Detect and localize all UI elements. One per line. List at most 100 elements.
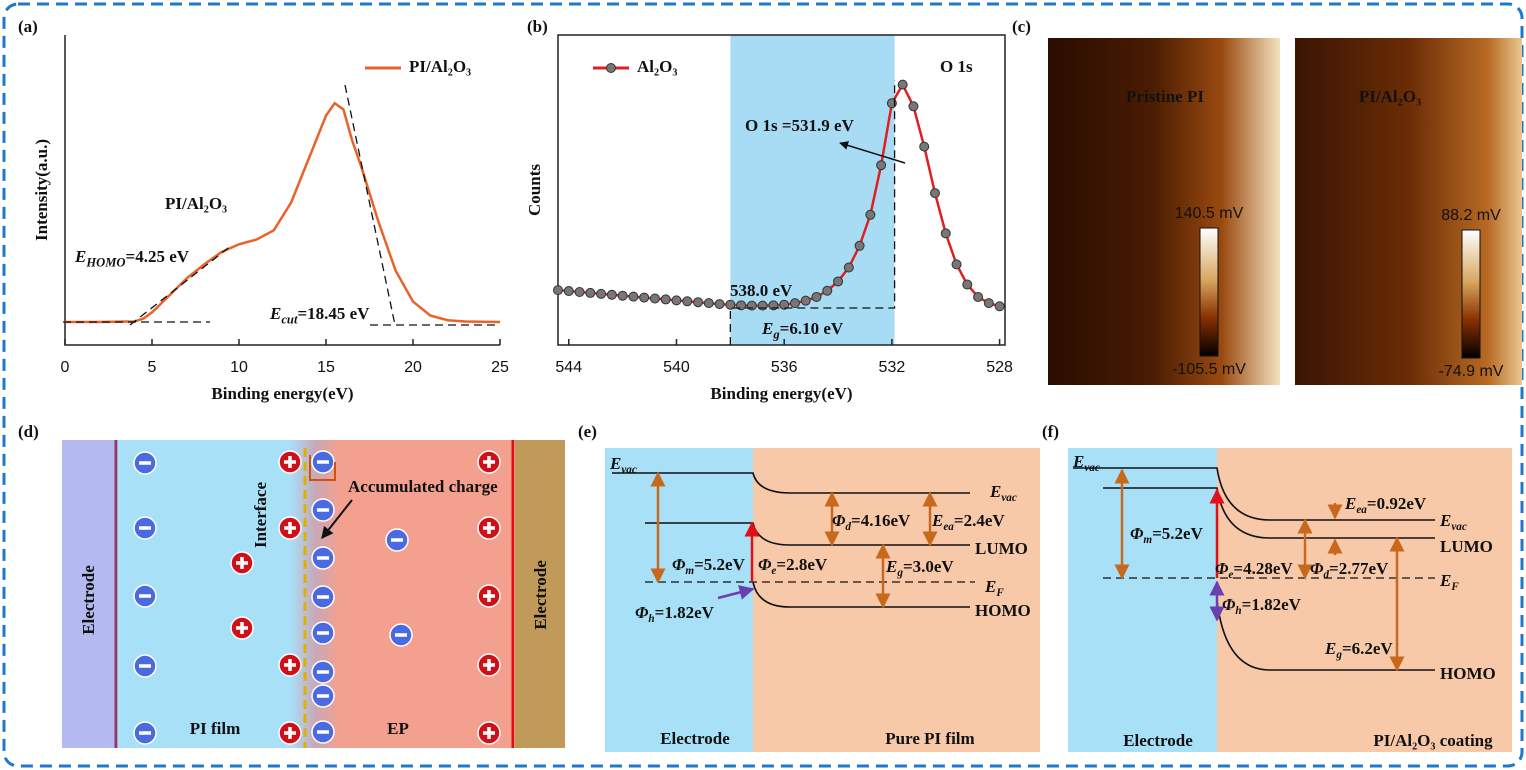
panel-label: (d) — [18, 422, 39, 441]
x-tick-label: 532 — [879, 359, 906, 376]
plus-sign — [236, 557, 248, 569]
label: Eea=0.92eV — [1344, 494, 1427, 515]
region-label: Pure PI film — [885, 729, 974, 748]
matrix-label: EP — [387, 719, 409, 738]
pointer — [839, 141, 906, 164]
region — [515, 440, 565, 748]
label-sub: d — [1323, 568, 1329, 580]
x-tick-label: 10 — [230, 359, 248, 376]
interface-label: Interface — [251, 482, 270, 549]
data-point — [693, 297, 704, 308]
label-main: Φ — [1222, 595, 1236, 614]
label-main: Φ — [1130, 524, 1144, 543]
label-main: Φ — [758, 555, 772, 574]
label-main: E — [1344, 494, 1356, 513]
label: Φm=5.2eV — [672, 555, 746, 576]
label: Eg=6.2eV — [1324, 639, 1393, 660]
label-sub: g — [772, 327, 779, 341]
span — [730, 35, 895, 345]
data-point — [671, 295, 682, 306]
band-line — [612, 472, 970, 494]
data-point — [951, 259, 962, 270]
label-rest: =6.10 eV — [780, 319, 844, 338]
data-point — [585, 287, 596, 298]
data-point — [994, 301, 1005, 312]
label: EF — [984, 577, 1004, 598]
data-point — [854, 240, 865, 251]
label: Φd=4.16eV — [832, 511, 911, 532]
label: Φh=1.82eV — [1222, 595, 1302, 616]
x-tick-label: 528 — [986, 359, 1013, 376]
label-sub: vac — [1451, 520, 1467, 532]
data-point — [929, 188, 940, 199]
plus-sign — [284, 727, 296, 739]
kpfm-image — [1295, 38, 1522, 385]
label-main: Φ — [672, 555, 686, 574]
x-tick-label: 544 — [555, 359, 582, 376]
panel-label: (a) — [18, 17, 38, 36]
label-sub: g — [896, 566, 903, 578]
data-point — [746, 300, 757, 311]
data-point — [703, 298, 714, 309]
label: PI/Al₂O₃ — [165, 194, 227, 213]
colorbar-max: 88.2 mV — [1441, 207, 1501, 224]
electrode-region — [605, 448, 753, 752]
data-point — [940, 228, 951, 239]
guide-line — [729, 80, 896, 345]
panel-label: (f) — [1042, 422, 1059, 441]
plus-sign — [483, 659, 495, 671]
image-label: Pristine PI — [1126, 87, 1204, 106]
data-point — [649, 293, 660, 304]
data-point — [628, 291, 639, 302]
label-rest: =5.2eV — [1152, 524, 1203, 543]
data-point — [574, 286, 585, 297]
plus-sign — [483, 727, 495, 739]
film-region — [753, 448, 1040, 752]
data-point — [757, 300, 768, 311]
arrow — [717, 585, 755, 600]
label-rest: =2.77eV — [1329, 559, 1389, 578]
data-point — [682, 296, 693, 307]
data-point — [553, 285, 563, 296]
data-point — [606, 289, 617, 300]
label: EHOMO=4.25 eV — [74, 247, 190, 269]
plus-sign — [284, 522, 296, 534]
label: LUMO — [1440, 537, 1493, 556]
bracket — [309, 455, 336, 481]
x-tick-label: 0 — [61, 359, 70, 376]
label: 538.0 eV — [730, 281, 793, 300]
x-tick-label: 25 — [491, 359, 509, 376]
label: Φh=1.82eV — [635, 603, 715, 624]
label-sub: cut — [281, 312, 298, 326]
label-main: E — [761, 319, 773, 338]
colorbar — [1199, 227, 1219, 357]
label-sub: ea — [1356, 503, 1367, 515]
panel-label: (c) — [1012, 17, 1031, 36]
x-tick-label: 15 — [317, 359, 335, 376]
data-point — [789, 298, 800, 309]
label-main: Φ — [1310, 559, 1324, 578]
data-point — [660, 294, 671, 305]
label: Ecut=18.45 eV — [269, 304, 370, 326]
data-point — [908, 101, 919, 112]
panel-label: (e) — [578, 422, 597, 441]
data-point — [714, 299, 725, 310]
electrode-region — [1068, 448, 1217, 752]
label-sub: F — [995, 586, 1004, 598]
label-main: E — [931, 511, 943, 530]
label: HOMO — [1440, 664, 1496, 683]
label-main: E — [1324, 639, 1336, 658]
label-rest: =2.4eV — [954, 511, 1005, 530]
label: Evac — [609, 454, 637, 475]
plus-sign — [284, 456, 296, 468]
label-sub: h — [648, 612, 654, 624]
data-point — [843, 262, 854, 273]
plus-sign — [483, 456, 495, 468]
data-point — [811, 291, 822, 302]
region-label: Electrode — [1123, 731, 1193, 750]
label-sub: F — [1450, 580, 1459, 592]
label-rest: =4.28eV — [1233, 559, 1293, 578]
accumulated-label: Accumulated charge — [348, 477, 498, 496]
